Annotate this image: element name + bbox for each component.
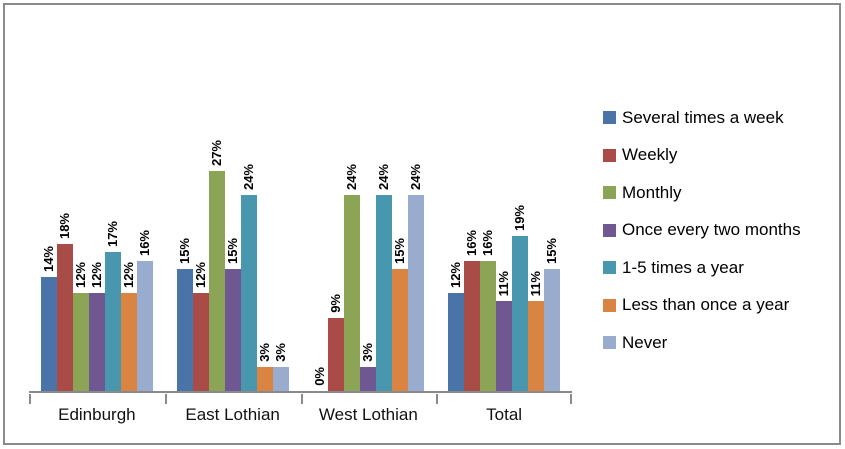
bar-value-label: 0% bbox=[312, 367, 328, 386]
bar: 11% bbox=[528, 271, 545, 391]
legend-label: 1-5 times a year bbox=[622, 257, 744, 277]
bar-value-label: 3% bbox=[256, 342, 272, 362]
bar-value-label: 24% bbox=[376, 164, 392, 191]
legend-item-once-every-two-months: Once every two months bbox=[603, 220, 801, 241]
bar: 3% bbox=[256, 343, 273, 391]
bar: 15% bbox=[176, 238, 193, 391]
category-label-west-lothian: West Lothian bbox=[318, 405, 418, 424]
bar-value-label: 15% bbox=[176, 237, 192, 264]
legend-label: Never bbox=[622, 332, 668, 352]
legend-swatch bbox=[603, 111, 616, 124]
bar-group-total: 12% 16% 16% 11% 19% 11% 15% bbox=[436, 48, 572, 391]
bar-value-label: 11% bbox=[496, 271, 512, 297]
bar: 16% bbox=[136, 230, 153, 391]
bar: 16% bbox=[464, 230, 481, 391]
bar-value-label: 9% bbox=[328, 293, 344, 313]
bar: 19% bbox=[512, 205, 529, 391]
bar: 24% bbox=[408, 164, 425, 391]
bar: 16% bbox=[480, 230, 497, 391]
axis-tick bbox=[300, 394, 303, 404]
bar: 24% bbox=[344, 164, 361, 391]
bar: 12% bbox=[72, 262, 89, 391]
legend-label: Once every two months bbox=[622, 220, 801, 239]
bar: 12% bbox=[120, 262, 137, 391]
bar-value-label: 24% bbox=[408, 164, 424, 191]
axis-tick bbox=[164, 394, 167, 404]
bar-value-label: 12% bbox=[448, 262, 464, 289]
bar-group-west-lothian: 0% 9% 24% 3% 24% 15% 24% bbox=[301, 48, 437, 391]
category-label-east-lothian: East Lothian bbox=[185, 405, 280, 424]
bar: 12% bbox=[192, 262, 209, 391]
bar-value-label: 18% bbox=[56, 213, 72, 240]
axis-tick bbox=[570, 394, 572, 404]
bar-value-label: 12% bbox=[88, 262, 104, 289]
bar-value-label: 16% bbox=[136, 229, 152, 256]
bar: 15% bbox=[392, 238, 409, 391]
bar-value-label: 14% bbox=[40, 245, 56, 272]
legend-swatch bbox=[603, 148, 616, 162]
bar: 24% bbox=[376, 164, 393, 391]
bar-value-label: 11% bbox=[528, 271, 544, 297]
bar-value-label: 3% bbox=[360, 342, 376, 362]
bar-value-label: 12% bbox=[72, 262, 88, 289]
bar: 12% bbox=[88, 262, 105, 391]
bar: 18% bbox=[56, 213, 73, 391]
bar-value-label: 3% bbox=[272, 342, 288, 362]
legend-item-1-5-times-a-year: 1-5 times a year bbox=[603, 257, 801, 278]
bar-value-label: 17% bbox=[104, 221, 120, 248]
legend-label: Less than once a year bbox=[622, 295, 790, 314]
bar-group-edinburgh: 14% 18% 12% 12% 17% 12% 16% bbox=[29, 48, 165, 391]
axis-tick bbox=[29, 394, 31, 404]
bar-value-label: 12% bbox=[192, 262, 208, 289]
bar: 11% bbox=[496, 271, 513, 391]
bar-value-label: 15% bbox=[544, 237, 560, 264]
bar-value-label: 16% bbox=[464, 229, 480, 256]
bar-value-label: 15% bbox=[224, 237, 240, 264]
plot-area: 14% 18% 12% 12% 17% 12% 16% 15% 12% 27% 15% 24% 3% 3%… bbox=[29, 48, 572, 393]
legend-label: Several times a week bbox=[622, 107, 784, 127]
bar-value-label: 27% bbox=[208, 139, 224, 166]
bar-value-label: 24% bbox=[240, 164, 256, 191]
legend-swatch bbox=[603, 298, 616, 312]
legend-item-never: Never bbox=[603, 332, 801, 353]
bar: 3% bbox=[360, 343, 377, 391]
legend: Several times a week Weekly Monthly Once ev… bbox=[603, 107, 801, 370]
bar-value-label: 12% bbox=[120, 262, 136, 289]
category-label-total: Total bbox=[486, 405, 523, 424]
bar: 9% bbox=[328, 294, 345, 391]
legend-item-less-than-once-a-year: Less than once a year bbox=[603, 295, 801, 316]
legend-item-weekly: Weekly bbox=[603, 145, 801, 166]
legend-swatch bbox=[603, 223, 616, 237]
bar-value-label: 19% bbox=[512, 205, 528, 232]
bar-group-east-lothian: 15% 12% 27% 15% 24% 3% 3% bbox=[165, 48, 301, 391]
legend-label: Monthly bbox=[622, 182, 682, 202]
bar: 15% bbox=[224, 238, 241, 391]
bar: 3% bbox=[272, 343, 289, 391]
legend-swatch bbox=[603, 186, 616, 199]
legend-label: Weekly bbox=[622, 145, 678, 164]
bar-value-label: 15% bbox=[392, 237, 408, 264]
legend-swatch bbox=[603, 336, 616, 349]
bar: 12% bbox=[448, 262, 465, 391]
axis-tick bbox=[436, 394, 439, 404]
legend-item-monthly: Monthly bbox=[603, 182, 801, 203]
bar: 24% bbox=[240, 164, 257, 391]
bar: 17% bbox=[104, 221, 121, 391]
category-label-edinburgh: Edinburgh bbox=[58, 405, 136, 424]
bar: 14% bbox=[40, 246, 57, 391]
legend-swatch bbox=[603, 261, 616, 274]
bar: 27% bbox=[208, 140, 225, 391]
bar-value-label: 16% bbox=[480, 229, 496, 256]
legend-item-several-times-a-week: Several times a week bbox=[603, 107, 801, 128]
bar-value-label: 24% bbox=[344, 164, 360, 191]
bar: 15% bbox=[544, 238, 561, 391]
chart-frame: 14% 18% 12% 12% 17% 12% 16% 15% 12% 27% 15% 24% 3% 3%… bbox=[3, 3, 841, 445]
